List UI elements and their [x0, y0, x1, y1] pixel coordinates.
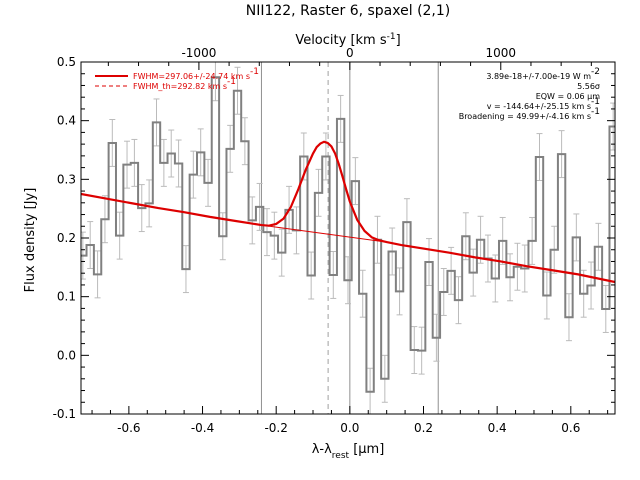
y-axis-label: Flux density [Jy]: [23, 188, 38, 293]
x-tick-label: 0.0: [340, 421, 359, 435]
annotation-2: EQW = 0.06 μm: [536, 92, 600, 101]
y-tick-label: -0.1: [53, 407, 76, 421]
top-tick-label: 1000: [486, 46, 517, 60]
x-tick-label: 0.2: [414, 421, 433, 435]
annotation-3: v = -144.64+/-25.15 km s-1: [487, 97, 600, 111]
chart-title: NII122, Raster 6, spaxel (2,1): [246, 3, 451, 19]
y-tick-label: 0.0: [57, 348, 76, 362]
annotation-0: 3.89e-18+/-7.00e-19 W m-2: [486, 67, 600, 81]
y-tick-label: 0.1: [57, 290, 76, 304]
x-tick-label: -0.4: [191, 421, 214, 435]
annotation-1: 5.56σ: [577, 82, 600, 91]
x-tick-label: 0.6: [561, 421, 580, 435]
x-axis-label: λ-λrest [μm]: [312, 442, 385, 461]
x-tick-label: 0.4: [488, 421, 507, 435]
x-tick-label: -0.6: [117, 421, 140, 435]
top-tick-label: 0: [346, 46, 354, 60]
y-tick-label: 0.3: [57, 172, 76, 186]
legend-label-0: FWHM=297.06+/-24.74 km s-1: [133, 67, 259, 81]
y-tick-label: 0.4: [57, 114, 76, 128]
continuum-line: [265, 225, 387, 243]
legend-label-1: FWHM_th=292.82 km s-1: [133, 77, 236, 91]
top-axis-label: Velocity [km s-1]: [295, 32, 400, 48]
plot-area: -0.6 -0.4 -0.2 0.0 0.2 0.4 0.6 -0.1 0.0 0.1 0.2 0.3…: [53, 46, 616, 435]
top-tick-label: -1000: [181, 46, 216, 60]
spectrum-step-line: [81, 76, 615, 393]
x-tick-label: -0.2: [264, 421, 287, 435]
annotation-4: Broadening = 49.99+/-4.16 km s-1: [459, 107, 600, 121]
gaussian-fit-line: [81, 140, 615, 284]
y-tick-label: 0.5: [57, 55, 76, 69]
plot-inner: [81, 62, 615, 414]
y-tick-label: 0.2: [57, 231, 76, 245]
